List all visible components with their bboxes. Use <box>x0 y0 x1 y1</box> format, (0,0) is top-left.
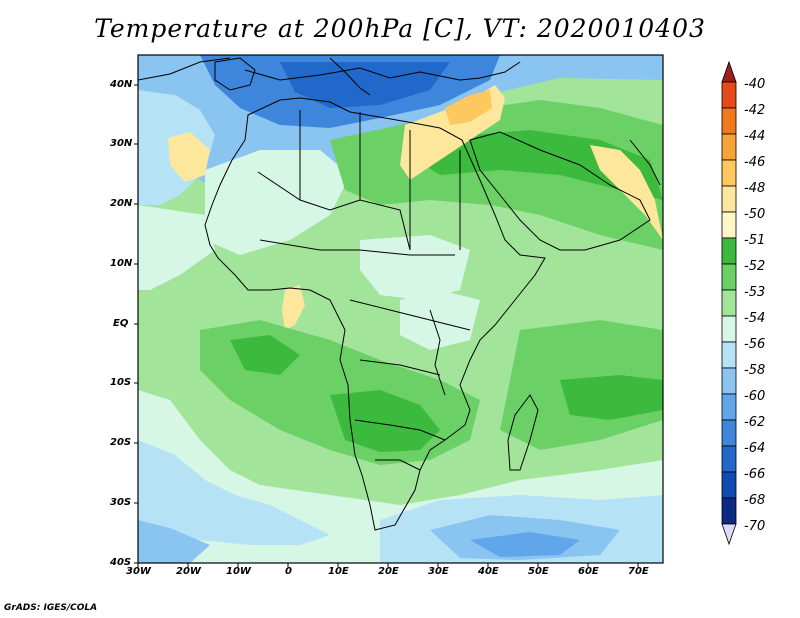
colorbar-cell <box>721 367 737 395</box>
x-tick-label: 30E <box>428 566 449 577</box>
x-tick-label: 20E <box>378 566 399 577</box>
colorbar-cell <box>721 159 737 187</box>
y-tick-label: 30S <box>110 497 132 508</box>
x-tick-label: 10W <box>226 566 251 577</box>
x-tick-label: 20W <box>176 566 201 577</box>
y-tick-label: 10S <box>110 377 132 388</box>
colorbar-cell <box>721 393 737 421</box>
colorbar-label: -44 <box>744 129 766 144</box>
colorbar-label: -53 <box>744 285 766 300</box>
colorbar-cell <box>721 419 737 447</box>
y-tick-label: 20S <box>110 437 132 448</box>
temperature-field <box>138 55 663 563</box>
colorbar-label: -50 <box>744 207 766 222</box>
colorbar-cell <box>721 81 737 109</box>
colorbar-label: -66 <box>744 467 766 482</box>
colorbar-cell <box>721 497 737 525</box>
y-tick-label: 40N <box>110 79 133 90</box>
colorbar-label: -52 <box>744 259 766 274</box>
colorbar-label: -48 <box>744 181 766 196</box>
x-tick-label: 50E <box>528 566 549 577</box>
colorbar-label: -54 <box>744 311 766 326</box>
colorbar-cell <box>721 211 737 239</box>
credit-text: GrADS: IGES/COLA <box>4 603 98 613</box>
y-tick-label: EQ <box>113 318 129 329</box>
colorbar-cell <box>721 237 737 265</box>
colorbar-cell <box>721 263 737 291</box>
x-tick-label: 30W <box>126 566 151 577</box>
tick-marks <box>134 84 639 567</box>
map-frame <box>137 54 664 564</box>
colorbar-label: -46 <box>744 155 766 170</box>
colorbar-cell <box>721 445 737 473</box>
colorbar-bottom-arrow <box>721 523 737 546</box>
x-tick-label: 10E <box>328 566 349 577</box>
colorbar-top-arrow <box>721 60 737 83</box>
colorbar-label: -68 <box>744 493 766 508</box>
coastlines <box>138 57 661 531</box>
colorbar-label: -60 <box>744 389 766 404</box>
colorbar-cell <box>721 289 737 317</box>
x-tick-label: 0 <box>285 566 292 577</box>
colorbar-label: -56 <box>744 337 766 352</box>
colorbar-label: -58 <box>744 363 766 378</box>
x-tick-label: 70E <box>628 566 649 577</box>
colorbar <box>721 60 737 546</box>
colorbar-label: -70 <box>744 519 766 534</box>
colorbar-cell <box>721 185 737 213</box>
y-tick-label: 10N <box>110 258 133 269</box>
colorbar-cell <box>721 341 737 369</box>
colorbar-cell <box>721 471 737 499</box>
map-title: Temperature at 200hPa [C], VT: 202001040… <box>94 14 706 43</box>
x-tick-label: 40E <box>478 566 499 577</box>
y-tick-label: 40S <box>110 557 132 568</box>
colorbar-label: -42 <box>744 103 766 118</box>
colorbar-cell <box>721 315 737 343</box>
colorbar-cell <box>721 133 737 161</box>
colorbar-cell <box>721 107 737 135</box>
colorbar-label: -40 <box>744 77 766 92</box>
x-tick-label: 60E <box>578 566 599 577</box>
colorbar-label: -64 <box>744 441 766 456</box>
y-tick-label: 20N <box>110 198 133 209</box>
colorbar-label: -51 <box>744 233 766 248</box>
colorbar-label: -62 <box>744 415 766 430</box>
y-tick-label: 30N <box>110 138 133 149</box>
